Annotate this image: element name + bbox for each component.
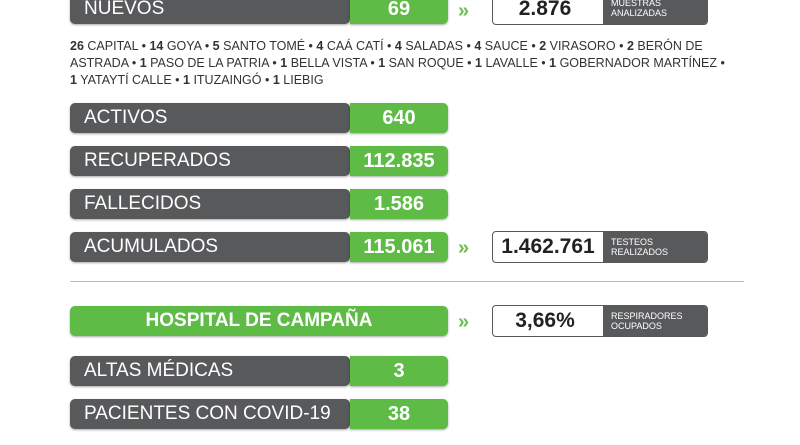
locality-name: SALADAS	[405, 39, 464, 53]
locality-item: 1 BELLA VISTA	[280, 56, 367, 70]
tests-caption: TESTEOS REALIZADOS	[603, 232, 707, 262]
locality-separator: •	[463, 39, 475, 53]
locality-item: 4 CAÁ CATÍ	[316, 39, 383, 53]
locality-name: SAN ROQUE	[388, 56, 464, 70]
locality-count: 4	[474, 39, 482, 53]
locality-name: YATAYTÍ CALLE	[80, 73, 172, 87]
samples-caption-line2: ANALIZADAS	[611, 8, 668, 18]
stat-value: 640	[350, 103, 448, 133]
locality-count: 4	[394, 39, 402, 53]
stat-value: 115.061	[350, 232, 448, 262]
locality-name: BELLA VISTA	[290, 56, 367, 70]
locality-name: ITUZAINGÓ	[193, 73, 262, 87]
locality-item: 5 SANTO TOMÉ	[213, 39, 305, 53]
locality-count: 2	[539, 39, 547, 53]
locality-name: SAUCE	[484, 39, 528, 53]
locality-separator: •	[366, 56, 379, 70]
locality-item: 1 GOBERNADOR MARTÍNEZ	[549, 56, 717, 70]
locality-name: CAPITAL	[87, 39, 139, 53]
locality-separator: •	[305, 39, 317, 53]
stat-label: ACTIVOS	[70, 103, 350, 133]
locality-name: SANTO TOMÉ	[223, 39, 306, 53]
new-cases-value: 69	[350, 0, 448, 24]
locality-name: GOYA	[166, 39, 202, 53]
hospital-title: HOSPITAL DE CAMPAÑA	[70, 306, 448, 336]
tests-caption-line1: TESTEOS	[611, 237, 654, 247]
double-chevron-icon: »	[458, 237, 470, 259]
stat-label: ACUMULADOS	[70, 232, 350, 262]
tests-caption-line2: REALIZADOS	[611, 247, 669, 257]
locality-count: 1	[183, 73, 190, 87]
locality-name: LIEBIG	[283, 73, 324, 87]
locality-name: LAVALLE	[485, 56, 538, 70]
locality-count: 26	[70, 39, 84, 53]
locality-name: VIRASORO	[549, 39, 616, 53]
double-chevron-icon: »	[458, 0, 470, 22]
locality-separator: •	[463, 56, 475, 70]
locality-item: 2 BERÓN DE ASTRADA	[70, 39, 703, 70]
locality-separator: •	[138, 39, 150, 53]
stat-label: RECUPERADOS	[70, 146, 350, 176]
locality-name: CAÁ CATÍ	[326, 39, 384, 53]
respirators-caption-line1: RESPIRADORES	[611, 311, 683, 321]
locality-count: 1	[549, 56, 557, 70]
locality-count: 4	[316, 39, 324, 53]
locality-item: 1 SAN ROQUE	[378, 56, 463, 70]
locality-count: 1	[280, 56, 288, 70]
locality-item: 26 CAPITAL	[70, 39, 138, 53]
locality-separator: •	[268, 56, 281, 70]
locality-item: 4 SALADAS	[395, 39, 463, 53]
locality-count: 5	[212, 39, 220, 53]
localities-list: 26 CAPITAL • 14 GOYA • 5 SANTO TOMÉ • 4 …	[70, 38, 730, 89]
locality-name: GOBERNADOR MARTÍNEZ	[559, 56, 717, 70]
locality-separator: •	[537, 56, 550, 70]
locality-item: 1 LAVALLE	[475, 56, 538, 70]
locality-item: 14 GOYA	[149, 39, 201, 53]
locality-count: 1	[139, 56, 147, 70]
stat-value: 112.835	[350, 146, 448, 176]
samples-caption-line1: MUESTRAS	[611, 0, 662, 8]
locality-separator: •	[527, 39, 540, 53]
double-chevron-icon: »	[458, 311, 470, 333]
locality-count: 2	[626, 39, 634, 53]
locality-separator: •	[171, 73, 183, 87]
locality-separator: •	[716, 56, 725, 70]
locality-name: BERÓN DE ASTRADA	[70, 39, 703, 70]
hospital-row-label: ALTAS MÉDICAS	[70, 356, 350, 386]
new-cases-label: NUEVOS	[70, 0, 350, 24]
hospital-row-label: PACIENTES CON COVID-19	[70, 399, 350, 429]
hospital-row-value: 3	[350, 356, 448, 386]
locality-separator: •	[383, 39, 395, 53]
section-divider	[70, 281, 744, 282]
locality-count: 1	[475, 56, 482, 70]
locality-item: 4 SAUCE	[474, 39, 528, 53]
samples-value: 2.876	[518, 0, 572, 20]
respirators-caption: RESPIRADORES OCUPADOS	[603, 306, 707, 336]
locality-item: 1 PASO DE LA PATRIA	[140, 56, 269, 70]
locality-count: 1	[272, 73, 280, 87]
stat-label: FALLECIDOS	[70, 189, 350, 219]
locality-separator: •	[128, 56, 140, 70]
locality-item: 1 LIEBIG	[273, 73, 324, 87]
locality-count: 1	[378, 56, 386, 70]
locality-separator: •	[261, 73, 273, 87]
locality-name: PASO DE LA PATRIA	[150, 56, 269, 70]
tests-value: 1.462.761	[501, 235, 595, 258]
samples-caption: MUESTRAS ANALIZADAS	[603, 0, 707, 24]
tests-box: 1.462.761 TESTEOS REALIZADOS	[492, 231, 708, 263]
respirators-caption-line2: OCUPADOS	[611, 321, 662, 331]
respirators-box: 3,66% RESPIRADORES OCUPADOS	[492, 305, 708, 337]
locality-separator: •	[615, 39, 627, 53]
locality-item: 2 VIRASORO	[539, 39, 615, 53]
locality-count: 1	[70, 73, 77, 87]
locality-item: 1 YATAYTÍ CALLE	[70, 73, 172, 87]
locality-count: 14	[149, 39, 164, 53]
samples-box: 2.876 MUESTRAS ANALIZADAS	[492, 0, 708, 25]
respirators-value: 3,66%	[515, 309, 575, 332]
locality-separator: •	[201, 39, 213, 53]
locality-item: 1 ITUZAINGÓ	[183, 73, 262, 87]
hospital-row-value: 38	[350, 399, 448, 429]
stat-value: 1.586	[350, 189, 448, 219]
